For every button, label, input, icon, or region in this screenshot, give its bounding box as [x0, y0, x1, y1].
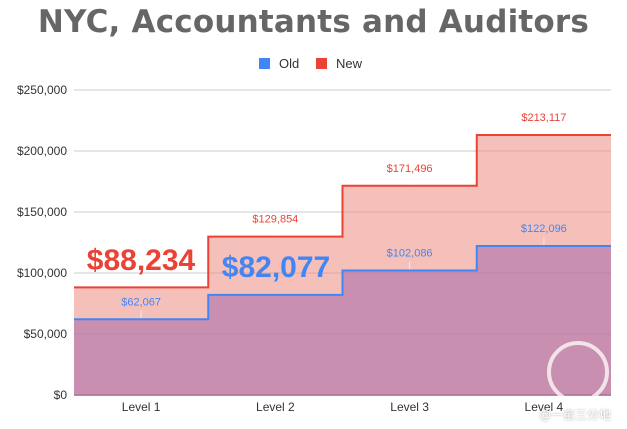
chart-title: NYC, Accountants and Auditors: [37, 4, 590, 40]
data-label-old: $62,067: [121, 296, 161, 308]
x-tick-label: Level 1: [122, 400, 161, 414]
data-label-old: $102,086: [387, 247, 433, 259]
data-label-new: $171,496: [387, 163, 433, 175]
watermark-logo: [547, 341, 609, 403]
y-tick-label: $200,000: [17, 144, 67, 158]
y-tick-label: $250,000: [17, 83, 67, 97]
area-old: [74, 246, 611, 395]
legend-label-old: Old: [279, 56, 299, 71]
data-label-new: $129,854: [252, 214, 298, 226]
y-tick-label: $50,000: [24, 327, 68, 341]
watermark-text: @一亩三分地: [538, 408, 611, 422]
y-tick-label: $100,000: [17, 266, 67, 280]
data-label-new: $213,117: [521, 112, 566, 124]
x-tick-label: Level 3: [390, 400, 429, 414]
callout-new: $88,234: [87, 244, 196, 277]
x-tick-label: Level 2: [256, 400, 295, 414]
legend-label-new: New: [336, 56, 363, 71]
line-old: [74, 245, 611, 321]
y-tick-label: $0: [54, 388, 68, 402]
line-new: [74, 133, 611, 289]
x-tick-label: Level 4: [525, 400, 564, 414]
data-label-old: $122,096: [521, 223, 567, 235]
legend-swatch-new: [316, 58, 327, 69]
y-tick-label: $150,000: [17, 205, 67, 219]
callout-old: $82,077: [222, 251, 330, 284]
legend-swatch-old: [259, 58, 270, 69]
